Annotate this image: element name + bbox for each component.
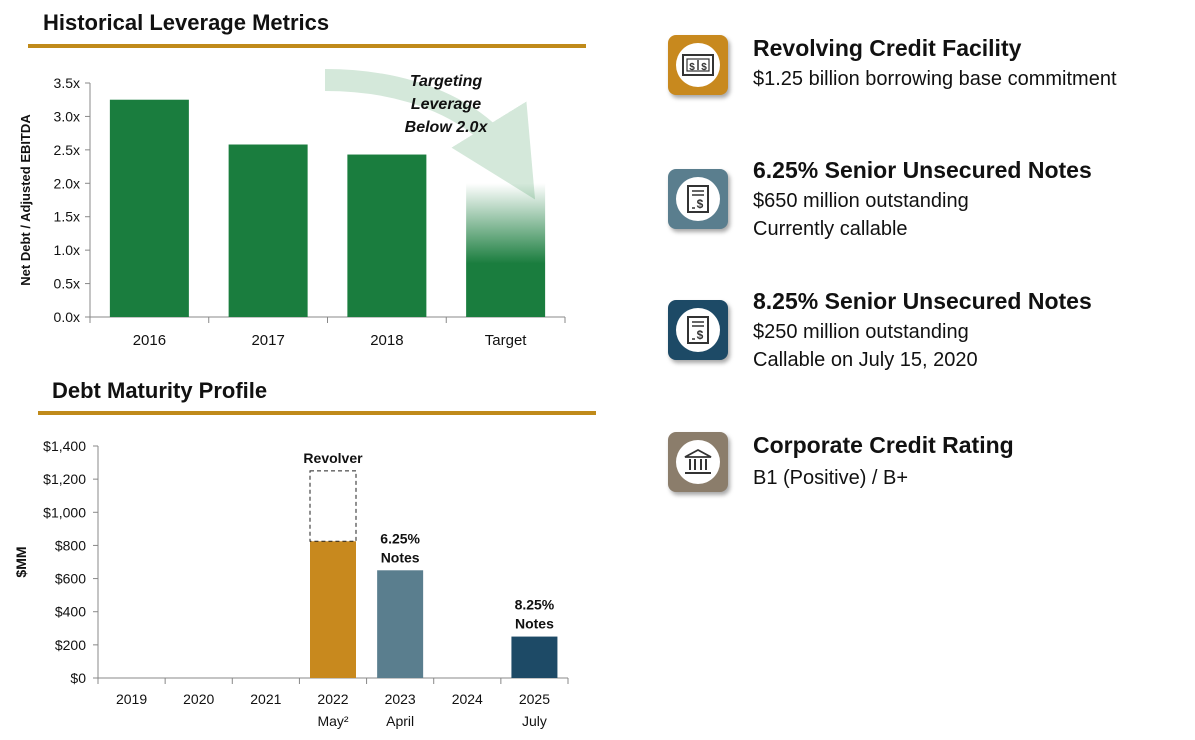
- x-tick-label: 2016: [133, 332, 166, 349]
- y-axis-label: Net Debt / Adjusted EBITDA: [18, 114, 33, 286]
- item-title: 8.25% Senior Unsecured Notes: [753, 288, 1092, 314]
- maturity-chart: $0 $200 $400 $600 $800 $1,000 $1,200 $1,400 2019…: [13, 438, 569, 729]
- y-tick-label: 3.0x: [54, 108, 80, 124]
- bar-label: Notes: [381, 549, 420, 565]
- y-tick-label: $800: [55, 537, 86, 553]
- item-title: Revolving Credit Facility: [753, 35, 1022, 61]
- item-line: $650 million outstanding: [753, 190, 969, 212]
- x-tick-label: 2022: [317, 691, 348, 707]
- x-tick-sublabel: April: [386, 713, 414, 729]
- x-tick-label: 2018: [370, 332, 403, 349]
- y-tick-label: 2.0x: [54, 175, 80, 191]
- y-tick-label: $1,400: [43, 438, 86, 454]
- y-tick-label: 0.0x: [54, 309, 80, 325]
- x-tick-label: 2021: [250, 691, 281, 707]
- item-line: Callable on July 15, 2020: [753, 349, 978, 371]
- notes-825-item: $ 8.25% Senior Unsecured Notes $250 mill…: [668, 288, 1168, 378]
- item-icon-bg: $ $: [668, 35, 728, 95]
- y-tick-label: $1,000: [43, 504, 86, 520]
- y-tick-label: 0.5x: [54, 276, 80, 292]
- y-tick-label: $0: [70, 670, 86, 686]
- y-tick-label: $400: [55, 604, 86, 620]
- bar-label: 6.25%: [380, 530, 420, 546]
- y-tick-label: $1,200: [43, 471, 86, 487]
- bar-label: 8.25%: [515, 597, 555, 613]
- y-axis-label: $MM: [13, 546, 29, 577]
- leverage-chart-title: Historical Leverage Metrics: [43, 10, 330, 35]
- x-tick-label: 2025: [519, 691, 550, 707]
- x-tick-sublabel: July: [522, 713, 547, 729]
- target-annotation-line-2: Leverage: [411, 96, 481, 113]
- bank-icon: [676, 440, 720, 484]
- item-line: $1.25 billion borrowing base commitment: [753, 68, 1117, 90]
- item-line: Currently callable: [753, 218, 908, 240]
- maturity-title-rule: [38, 411, 596, 415]
- svg-text:$: $: [697, 328, 704, 342]
- svg-text:$: $: [701, 62, 707, 73]
- x-tick-label: 2019: [116, 691, 147, 707]
- item-line: $250 million outstanding: [753, 321, 969, 343]
- item-title: 6.25% Senior Unsecured Notes: [753, 157, 1092, 183]
- undrawn-revolver-bar: [309, 470, 357, 542]
- maturity-bar: [377, 570, 424, 678]
- bar: [228, 144, 308, 317]
- maturity-bar: [310, 541, 356, 678]
- leverage-chart: 0.0x 0.5x 1.0x 1.5x 2.0x 2.5x 3.0x 3.5x 2016 2017…: [18, 69, 566, 349]
- target-bar: [466, 183, 546, 317]
- document-dollar-icon: $: [676, 308, 720, 352]
- bar: [109, 99, 189, 317]
- notes-625-item: $ 6.25% Senior Unsecured Notes $650 mill…: [668, 157, 1168, 247]
- revolving-credit-item: $ $ Revolving Credit Facility $1.25 bill…: [668, 35, 1168, 105]
- bar: [347, 154, 427, 317]
- x-tick-label: Target: [485, 332, 528, 349]
- y-tick-label: 1.5x: [54, 209, 80, 225]
- bar-label: Revolver: [303, 450, 363, 466]
- x-tick-sublabel: May²: [317, 713, 348, 729]
- y-tick-label: 3.5x: [54, 75, 80, 91]
- bar-label: Notes: [515, 616, 554, 632]
- svg-text:$: $: [689, 62, 695, 73]
- y-tick-label: $600: [55, 571, 86, 587]
- y-tick-label: 1.0x: [54, 242, 80, 258]
- x-tick-label: 2017: [251, 332, 284, 349]
- maturity-bar: [511, 636, 558, 678]
- svg-text:$: $: [697, 197, 704, 211]
- document-dollar-icon: $: [676, 177, 720, 221]
- credit-rating-item: Corporate Credit Rating B1 (Positive) / …: [668, 432, 1168, 502]
- item-title: Corporate Credit Rating: [753, 432, 1014, 458]
- y-tick-label: $200: [55, 637, 86, 653]
- trend-arrow: [324, 69, 536, 200]
- x-tick-label: 2020: [183, 691, 214, 707]
- maturity-chart-title: Debt Maturity Profile: [52, 378, 268, 403]
- x-tick-label: 2024: [452, 691, 483, 707]
- cash-icon: $ $: [676, 43, 720, 87]
- leverage-title-rule: [28, 44, 586, 48]
- target-annotation-line-1: Targeting: [410, 73, 483, 90]
- item-icon-bg: $: [668, 300, 728, 360]
- item-line: B1 (Positive) / B+: [753, 467, 909, 489]
- item-icon-bg: [668, 432, 728, 492]
- item-icon-bg: $: [668, 169, 728, 229]
- x-tick-label: 2023: [385, 691, 416, 707]
- target-annotation-line-3: Below 2.0x: [405, 119, 489, 136]
- y-tick-label: 2.5x: [54, 142, 80, 158]
